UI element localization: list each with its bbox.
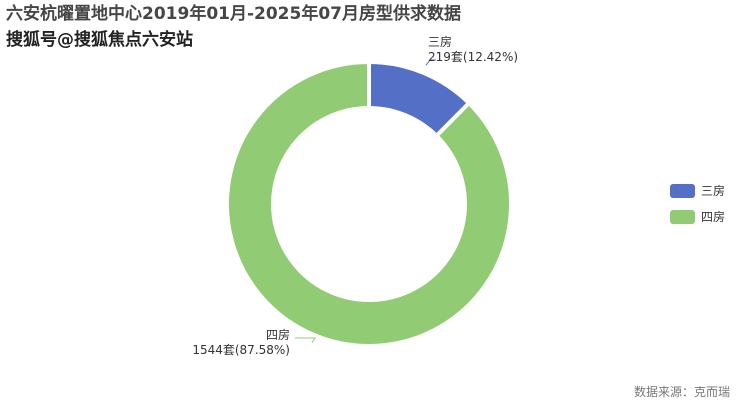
slice-1[interactable]: [225, 60, 513, 348]
legend-swatch: [670, 183, 695, 198]
chart-title: 六安杭曜置地中心2019年01月-2025年07月房型供求数据: [6, 4, 461, 24]
slice-name-label: 四房: [266, 327, 290, 342]
legend-item-0[interactable]: 三房: [670, 182, 725, 199]
source-note: 数据来源：克而瑞: [633, 385, 730, 399]
slice-value-label: 1544套(87.58%): [192, 343, 290, 357]
legend-item-1[interactable]: 四房: [670, 208, 725, 225]
watermark: 搜狐号@搜狐焦点六安站: [6, 30, 193, 50]
slice-name-label: 三房: [428, 34, 452, 49]
legend-label: 四房: [701, 210, 726, 224]
label-line-0: [425, 59, 436, 66]
label-line-1: [295, 337, 316, 343]
slice-value-label: 219套(12.42%): [428, 50, 518, 64]
legend-label: 三房: [701, 184, 726, 198]
legend-swatch: [670, 209, 695, 224]
